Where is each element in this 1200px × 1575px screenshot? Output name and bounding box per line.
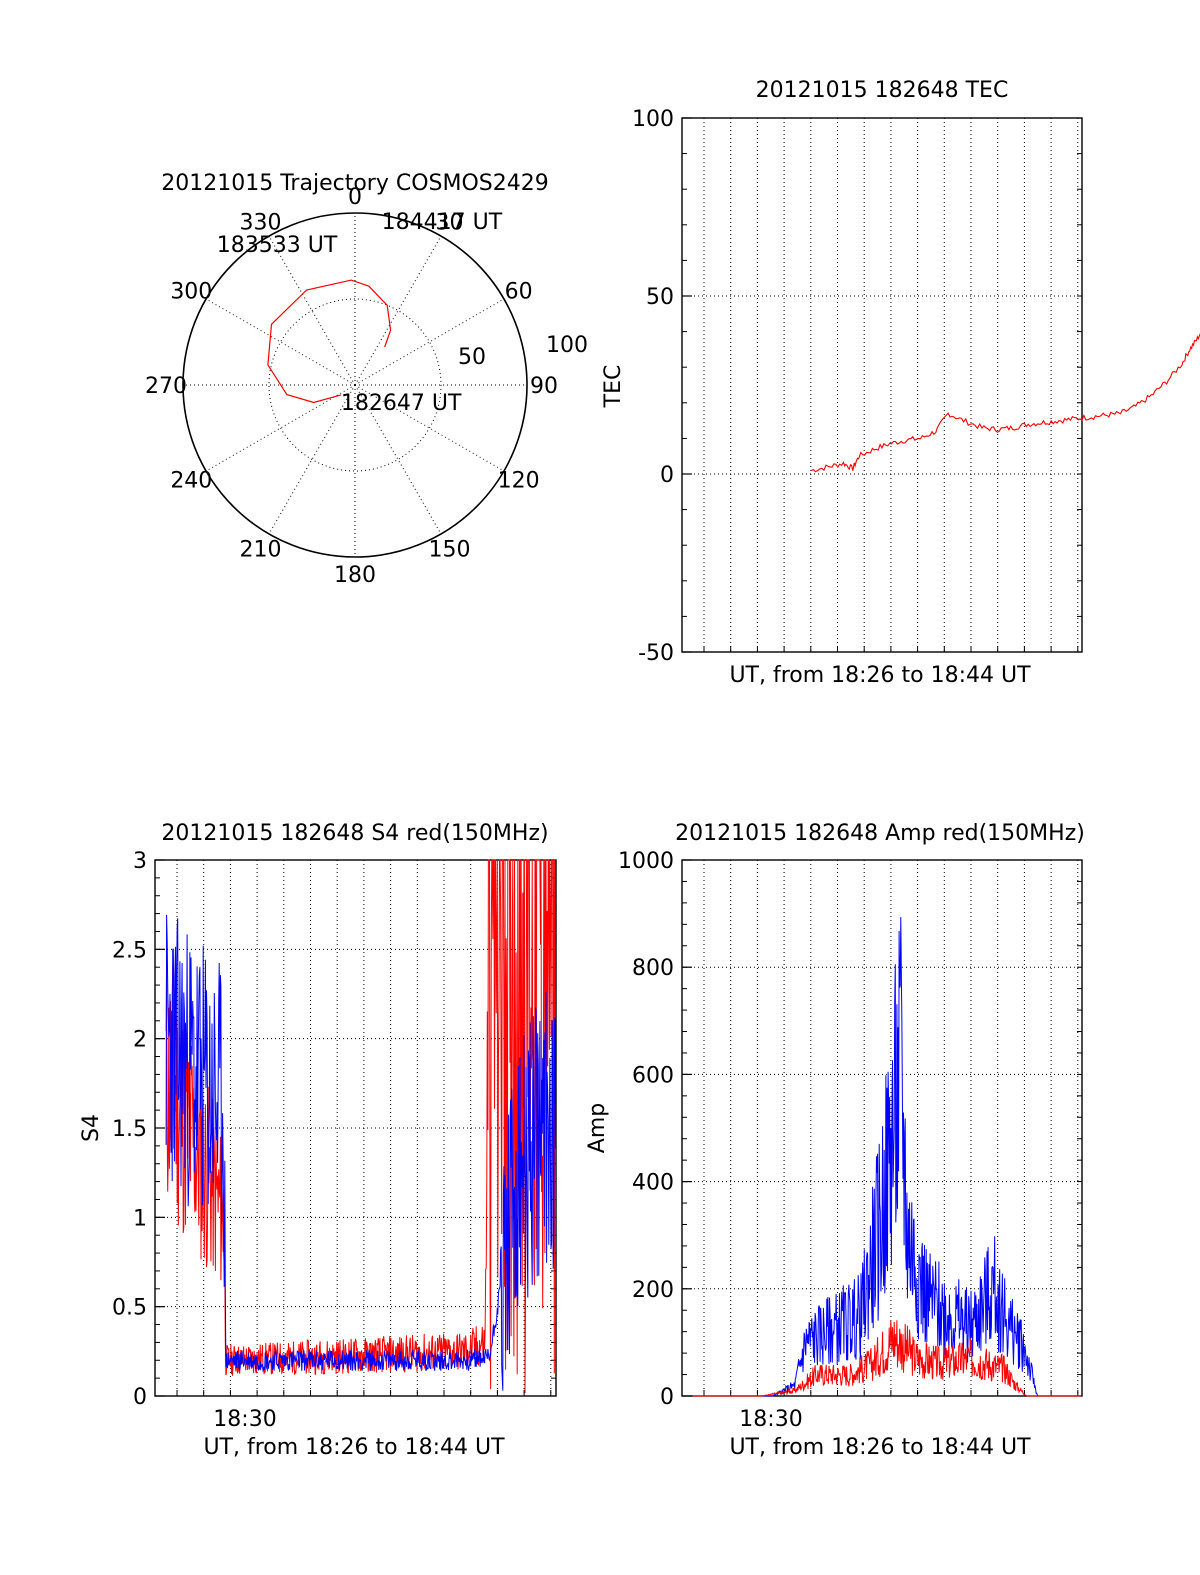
y-tick-label: 600: [632, 1063, 674, 1088]
polar-spoke: [268, 384, 356, 535]
tec-plot-area: -50 0 50 100: [632, 107, 1200, 666]
y-tick-label: 1000: [618, 849, 674, 874]
y-tick-label: 0.5: [112, 1296, 147, 1321]
y-tick-label: 2.5: [112, 938, 147, 963]
s4-blue-line: [165, 914, 556, 1391]
y-tick-label: 50: [646, 285, 674, 310]
amp-red-line: [693, 1320, 1082, 1397]
trajectory-line: [267, 279, 392, 404]
polar-ring: [268, 298, 442, 472]
polar-radial-label: 100: [546, 333, 588, 358]
trajectory-time-label: 183533 UT: [217, 233, 338, 258]
trajectory-time-label: 182647 UT: [341, 391, 462, 416]
y-tick-label: 400: [632, 1171, 674, 1196]
plot-frame: [681, 859, 1083, 1397]
polar-spoke: [354, 298, 505, 386]
amp-blue-line: [693, 917, 1082, 1397]
polar-panel: 20121015 Trajectory COSMOS2429 0 30 60 90 12…: [145, 171, 588, 588]
x-tick-label: 18:30: [739, 1407, 802, 1432]
polar-spoke: [268, 235, 356, 386]
polar-grid: [182, 212, 528, 558]
y-tick-label: 200: [632, 1278, 674, 1303]
polar-angle-labels: 0 30 60 90 120 150 180 210 240 270 300 330 50 100: [145, 185, 588, 588]
polar-spoke: [354, 384, 505, 472]
tec-panel: 20121015 182648 TEC TEC UT, from 18:26 t…: [601, 78, 1200, 688]
polar-angle-label: 180: [334, 563, 376, 588]
tec-xlabel: UT, from 18:26 to 18:44 UT: [729, 663, 1031, 688]
s4-panel: 20121015 182648 S4 red(150MHz) S4 UT, fr…: [79, 821, 557, 1460]
s4-ylabel: S4: [79, 1114, 104, 1142]
polar-angle-label: 300: [170, 280, 212, 305]
tec-series-line: [810, 332, 1200, 473]
polar-series: [267, 279, 392, 404]
y-tick-label: 800: [632, 956, 674, 981]
amp-panel: 20121015 182648 Amp red(150MHz) Amp UT, …: [585, 821, 1085, 1460]
trajectory-time-label: 184417 UT: [382, 210, 503, 235]
s4-xlabel: UT, from 18:26 to 18:44 UT: [203, 1435, 505, 1460]
y-tick-label: 1.5: [112, 1117, 147, 1142]
polar-angle-label: 150: [429, 538, 471, 563]
polar-spoke: [354, 384, 442, 535]
y-tick-label: 3: [133, 849, 147, 874]
polar-angle-label: 240: [170, 469, 212, 494]
amp-plot-area: 0 200 400 600 800 1000 18:30: [618, 849, 1083, 1432]
x-tick-label: 18:30: [213, 1407, 276, 1432]
polar-angle-label: 60: [505, 280, 533, 305]
y-tick-label: 2: [133, 1028, 147, 1053]
polar-annotations: 182647 UT 183533 UT 184417 UT: [217, 210, 503, 416]
polar-outer-circle: [182, 212, 528, 558]
polar-angle-label: 270: [145, 374, 187, 399]
y-tick-label: 0: [133, 1385, 147, 1410]
tec-ylabel: TEC: [601, 365, 626, 409]
polar-spoke: [205, 384, 356, 472]
tec-title: 20121015 182648 TEC: [756, 78, 1009, 103]
y-tick-label: 0: [660, 463, 674, 488]
polar-angle-label: 210: [240, 538, 282, 563]
polar-angle-label: 120: [498, 469, 540, 494]
polar-angle-label: 30: [436, 210, 464, 235]
polar-spoke: [354, 235, 442, 386]
polar-spoke: [205, 298, 356, 386]
polar-angle-label: 0: [348, 185, 362, 210]
amp-xlabel: UT, from 18:26 to 18:44 UT: [729, 1435, 1031, 1460]
polar-radial-label: 50: [458, 345, 486, 370]
s4-plot-area: 0 0.5 1 1.5 2 2.5 3 18:30: [112, 849, 557, 1432]
polar-title: 20121015 Trajectory COSMOS2429: [161, 171, 548, 196]
y-tick-label: 0: [660, 1385, 674, 1410]
amp-title: 20121015 182648 Amp red(150MHz): [675, 821, 1085, 846]
plot-frame: [681, 117, 1083, 653]
polar-angle-label: 90: [530, 374, 558, 399]
y-tick-label: 100: [632, 107, 674, 132]
plot-frame: [154, 859, 557, 1397]
y-tick-label: 1: [133, 1206, 147, 1231]
s4-title: 20121015 182648 S4 red(150MHz): [161, 821, 548, 846]
polar-angle-label: 330: [240, 210, 282, 235]
amp-ylabel: Amp: [585, 1103, 610, 1153]
y-tick-label: -50: [638, 641, 674, 666]
